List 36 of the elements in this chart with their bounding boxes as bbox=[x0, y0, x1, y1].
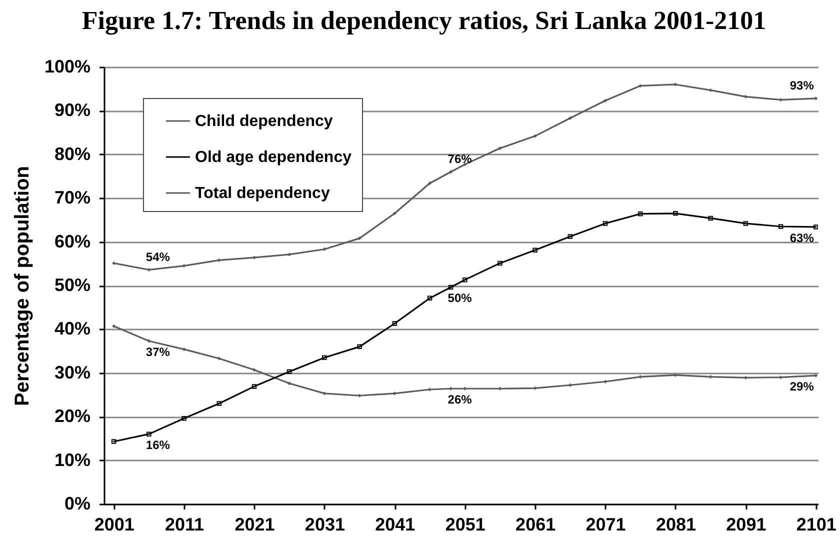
data-label: 50% bbox=[448, 291, 472, 306]
y-axis-title: Percentage of population bbox=[11, 166, 34, 406]
y-tick-label: 70% bbox=[54, 188, 90, 208]
y-tick-label: 40% bbox=[54, 318, 90, 339]
x-tick-label: 2051 bbox=[445, 514, 486, 534]
y-tick-label: 90% bbox=[54, 100, 90, 120]
x-tick-label: 2011 bbox=[165, 514, 204, 534]
y-tick-label: 50% bbox=[54, 275, 90, 295]
data-label: 37% bbox=[146, 345, 170, 359]
y-tick-label: 30% bbox=[54, 362, 90, 382]
y-tick-label: 80% bbox=[54, 144, 90, 164]
data-label: 93% bbox=[790, 78, 814, 92]
legend-label: Old age dependency bbox=[195, 149, 352, 166]
x-tick-label: 2001 bbox=[94, 514, 134, 534]
legend-label: Child dependency bbox=[195, 113, 333, 130]
x-tick-label: 2101 bbox=[796, 514, 836, 534]
y-tick-label: 100% bbox=[44, 56, 90, 76]
y-tick-label: 60% bbox=[54, 231, 90, 252]
x-tick-label: 2061 bbox=[516, 514, 556, 534]
data-label: 29% bbox=[790, 380, 814, 394]
data-label: 16% bbox=[146, 438, 170, 452]
y-tick-label: 20% bbox=[54, 406, 90, 426]
data-label: 26% bbox=[448, 392, 472, 407]
data-label: 54% bbox=[146, 250, 170, 264]
legend-label: Total dependency bbox=[195, 185, 330, 202]
x-tick-label: 2031 bbox=[304, 514, 345, 534]
x-tick-label: 2021 bbox=[234, 514, 275, 534]
x-tick-label: 2071 bbox=[586, 514, 626, 534]
y-tick-label: 0% bbox=[64, 494, 90, 514]
x-tick-label: 2091 bbox=[726, 514, 766, 534]
chart-title: Figure 1.7: Trends in dependency ratios, Sri Lanka 2001-2101 bbox=[82, 6, 766, 35]
data-label: 63% bbox=[790, 230, 814, 245]
x-tick-label: 2041 bbox=[375, 514, 416, 534]
data-label: 76% bbox=[448, 152, 472, 166]
x-tick-label: 2081 bbox=[656, 514, 696, 534]
y-tick-label: 10% bbox=[54, 450, 90, 470]
